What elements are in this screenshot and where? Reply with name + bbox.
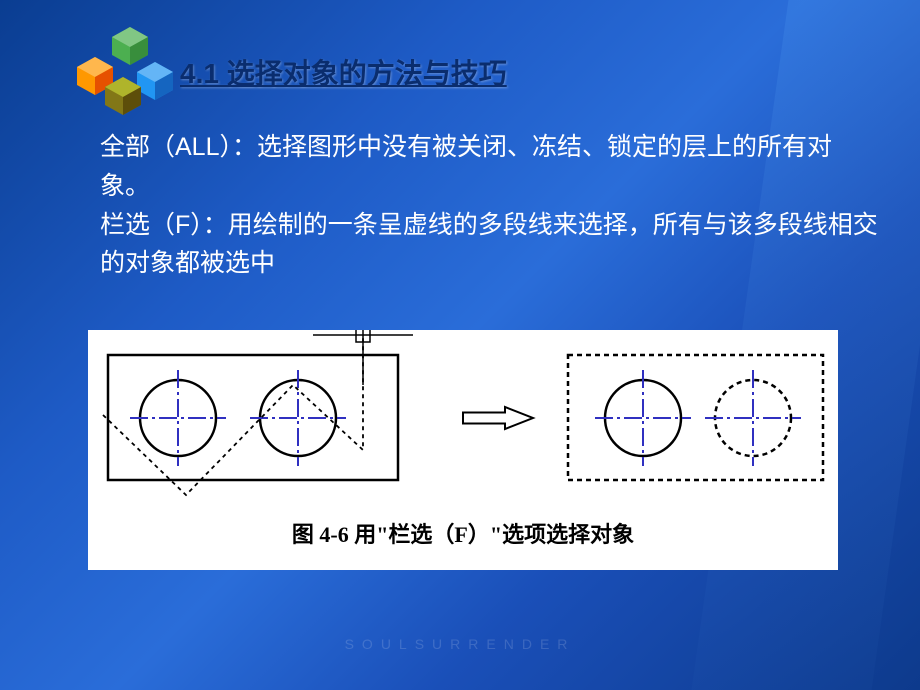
cube-green-icon — [110, 25, 150, 65]
figure-caption: 图 4-6 用"栏选（F）"选项选择对象 — [88, 505, 838, 549]
background-watermark: SOULSURRENDER — [345, 636, 576, 652]
slide-body-text: 全部（ALL）：选择图形中没有被关闭、冻结、锁定的层上的所有对象。栏选（F）：用… — [100, 128, 880, 283]
slide-title: 4.1 选择对象的方法与技巧 — [180, 52, 507, 92]
cube-olive-icon — [103, 75, 143, 115]
slide-icon-cubes — [75, 25, 170, 120]
figure-container: 图 4-6 用"栏选（F）"选项选择对象 — [88, 330, 838, 570]
figure-diagram — [88, 330, 838, 505]
